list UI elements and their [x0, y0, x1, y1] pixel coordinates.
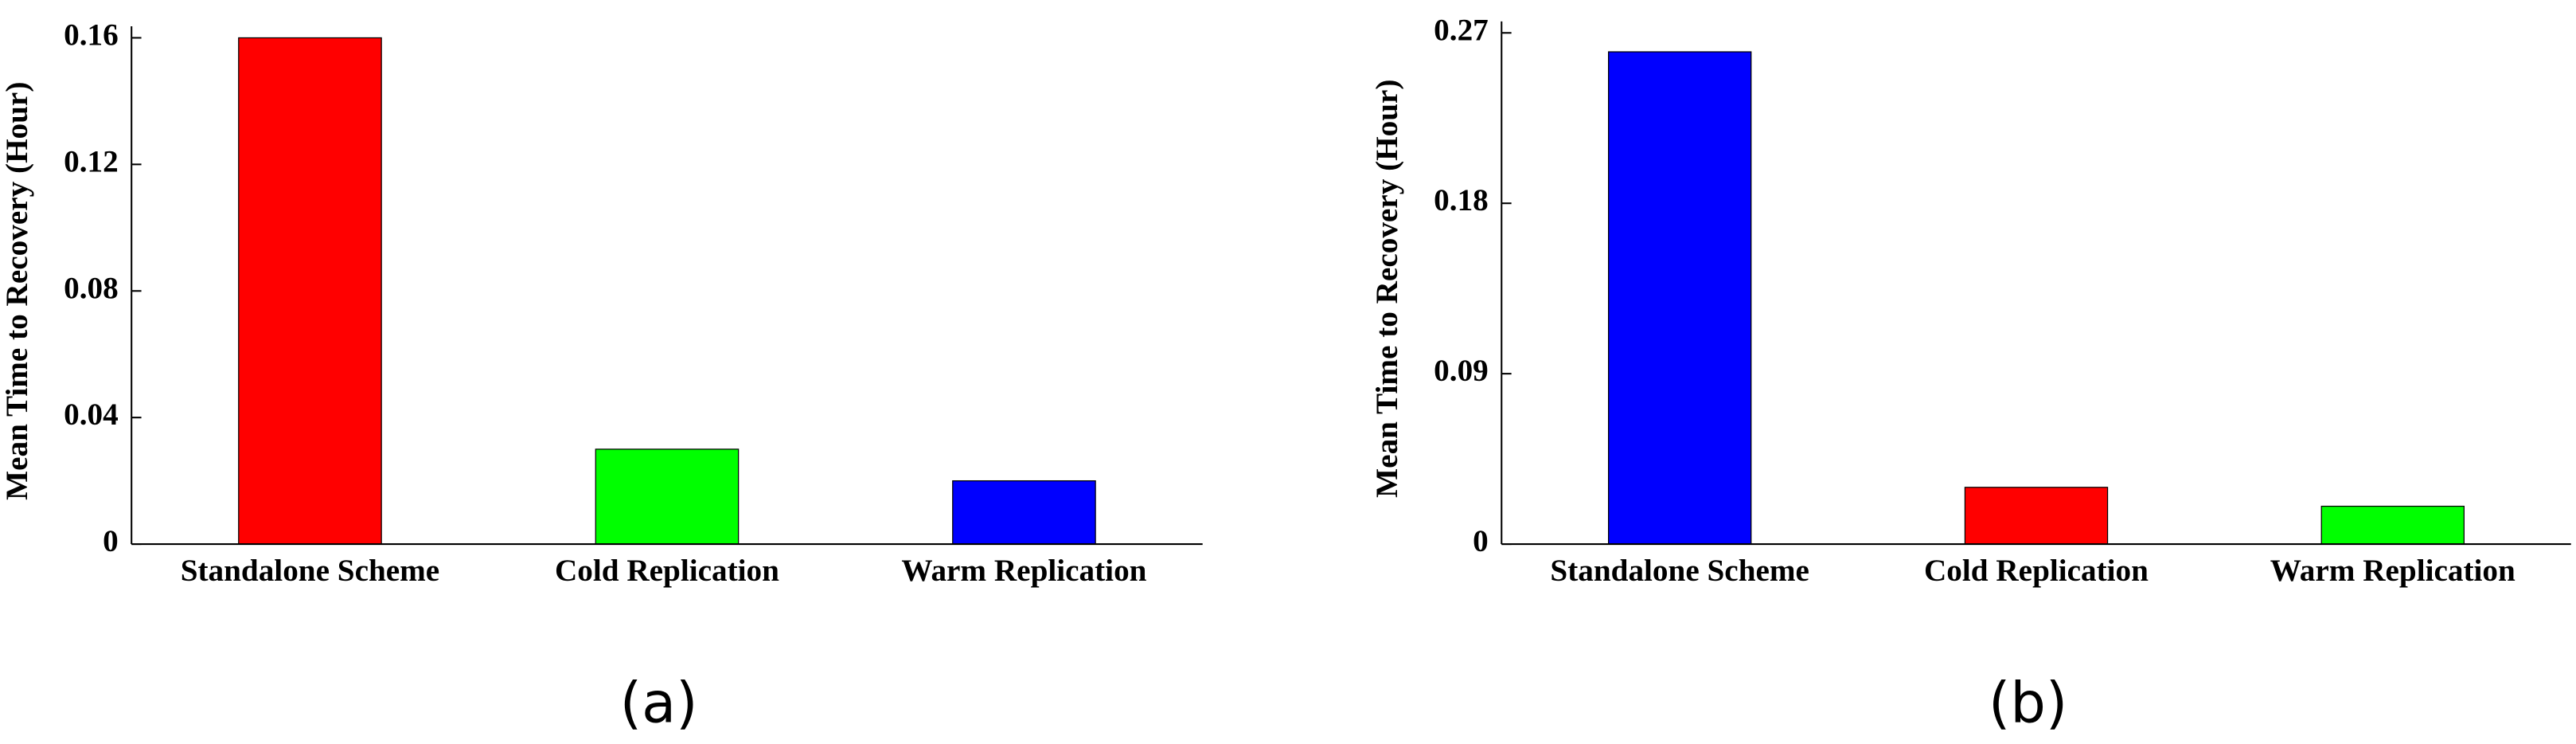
caption: (a) — [620, 670, 698, 735]
x-tick-label: Standalone Scheme — [181, 554, 440, 588]
bar — [952, 480, 1096, 545]
x-tick-label: Cold Replication — [1924, 554, 2149, 588]
x-tick-label: Cold Replication — [555, 554, 779, 588]
x-tick-label: Standalone Scheme — [1550, 554, 1809, 588]
caption: (b) — [1989, 670, 2067, 735]
y-tick-label: 0 — [1473, 524, 1489, 558]
y-tick-label: 0.12 — [64, 144, 119, 178]
y-tick-label: 0.16 — [64, 18, 119, 52]
y-tick-label: 0.08 — [64, 271, 119, 305]
y-tick-label: 0.27 — [1434, 13, 1489, 47]
y-tick-label: 0 — [103, 524, 119, 558]
y-axis-label: Mean Time to Recovery (Hour) — [0, 82, 34, 500]
bar — [1964, 487, 2109, 545]
y-tick-label: 0.18 — [1434, 183, 1489, 217]
y-axis-label: Mean Time to Recovery (Hour) — [1370, 80, 1404, 498]
y-tick-label: 0.09 — [1434, 354, 1489, 388]
x-tick-label: Warm Replication — [901, 554, 1146, 588]
bar — [1607, 51, 1752, 545]
bar — [2320, 505, 2465, 545]
bar — [238, 37, 382, 545]
y-tick-label: 0.04 — [64, 397, 119, 432]
bar — [595, 448, 740, 545]
x-tick-label: Warm Replication — [2270, 554, 2516, 588]
